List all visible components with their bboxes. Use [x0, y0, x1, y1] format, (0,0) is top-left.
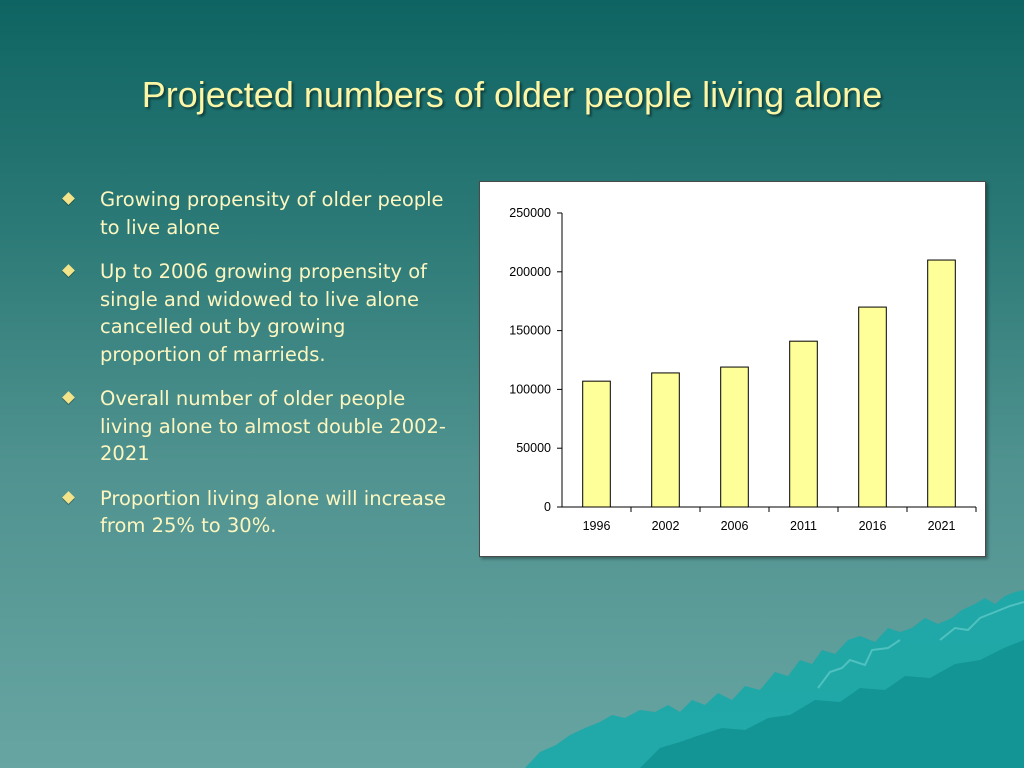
- diamond-bullet-icon: [62, 264, 75, 277]
- x-tick-label: 2006: [721, 519, 749, 533]
- x-tick-label: 2011: [790, 519, 817, 533]
- bar: [651, 372, 680, 508]
- bar: [858, 306, 887, 508]
- bar: [582, 380, 611, 508]
- bullet-text: Up to 2006 growing propensity of single …: [100, 260, 428, 366]
- slide-title: Projected numbers of older people living…: [141, 74, 883, 115]
- y-tick-label: 100000: [509, 382, 551, 396]
- bullet-text: Overall number of older people living al…: [100, 387, 446, 465]
- bar-chart: 0 50000 100000 150000 200000 250000 1996 2002 20…: [509, 206, 977, 533]
- x-tick-label: 2002: [652, 519, 680, 533]
- bar: [789, 340, 818, 508]
- bullet-item: Up to 2006 growing propensity of single …: [62, 258, 452, 368]
- bullet-text: Growing propensity of older people to li…: [100, 188, 444, 239]
- bar: [720, 366, 749, 508]
- bullet-text: Proportion living alone will increase fr…: [100, 486, 446, 538]
- y-tick-label: 250000: [509, 206, 551, 220]
- bullet-item: Growing propensity of older people to li…: [62, 186, 452, 241]
- bullet-item: Proportion living alone will increase fr…: [62, 485, 452, 540]
- y-tick-label: 150000: [509, 324, 551, 338]
- y-tick-label: 50000: [516, 441, 551, 455]
- x-tick-label: 2016: [859, 519, 887, 533]
- diamond-bullet-icon: [62, 391, 75, 404]
- bullet-item: Overall number of older people living al…: [62, 385, 452, 468]
- chart-container: 0 50000 100000 150000 200000 250000 1996 2002 20…: [479, 181, 986, 557]
- bullet-list: Growing propensity of older people to li…: [62, 186, 452, 557]
- diamond-bullet-icon: [62, 192, 75, 205]
- bar: [927, 259, 956, 508]
- diamond-bullet-icon: [62, 490, 75, 504]
- y-tick-label: 0: [544, 500, 551, 514]
- x-tick-label: 1996: [583, 519, 611, 533]
- x-tick-label: 2021: [928, 519, 956, 533]
- y-tick-label: 200000: [509, 265, 551, 279]
